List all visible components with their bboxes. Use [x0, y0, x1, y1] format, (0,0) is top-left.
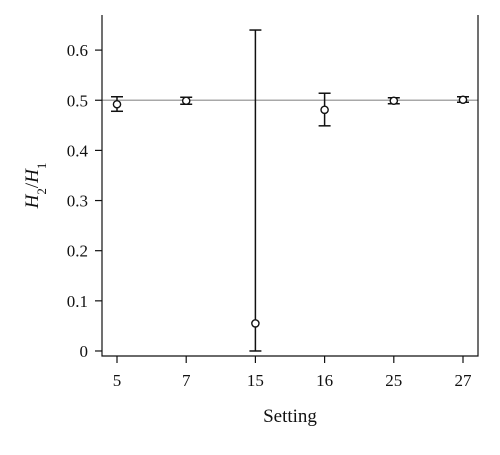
data-point-group	[318, 92, 331, 127]
data-point-group	[457, 95, 469, 105]
y-tick-label: 0.3	[67, 192, 88, 211]
data-point	[389, 96, 399, 106]
data-point-group	[249, 29, 262, 352]
y-tick-label: 0.4	[67, 141, 89, 160]
y-axis-title-slash: /	[22, 182, 43, 188]
data-point	[181, 96, 191, 106]
y-tick-label: 0.6	[67, 41, 88, 60]
x-tick-label: 7	[182, 371, 191, 390]
data-series	[111, 29, 469, 352]
data-point-group	[111, 95, 123, 113]
y-axis-title-h2-sub: 2	[34, 188, 49, 195]
data-point	[458, 95, 468, 105]
y-axis-title-h1-sub: 1	[34, 163, 49, 170]
y-axis-title: H2/H1	[22, 163, 49, 210]
x-tick-label: 25	[385, 371, 402, 390]
y-axis-title-h2: H	[22, 193, 43, 209]
y-tick-label: 0	[80, 342, 89, 361]
y-axis: 0 0.1 0.2 0.3 0.4 0.5 0.6	[67, 41, 102, 361]
data-point	[112, 99, 122, 109]
plot-frame	[101, 15, 479, 357]
x-tick-label: 5	[113, 371, 122, 390]
x-tick-label: 27	[455, 371, 473, 390]
data-point-group	[180, 96, 193, 106]
y-axis-title-h1: H	[22, 168, 43, 184]
data-point-group	[387, 96, 400, 106]
x-tick-label: 16	[316, 371, 333, 390]
data-point	[251, 319, 260, 328]
y-tick-label: 0.5	[67, 91, 88, 110]
x-tick-label: 15	[247, 371, 264, 390]
x-axis: 5 7 15 16 25 27	[113, 356, 472, 390]
y-tick-label: 0.1	[67, 292, 88, 311]
x-axis-title: Setting	[263, 406, 317, 427]
y-tick-label: 0.2	[67, 242, 88, 261]
data-point	[320, 105, 329, 115]
